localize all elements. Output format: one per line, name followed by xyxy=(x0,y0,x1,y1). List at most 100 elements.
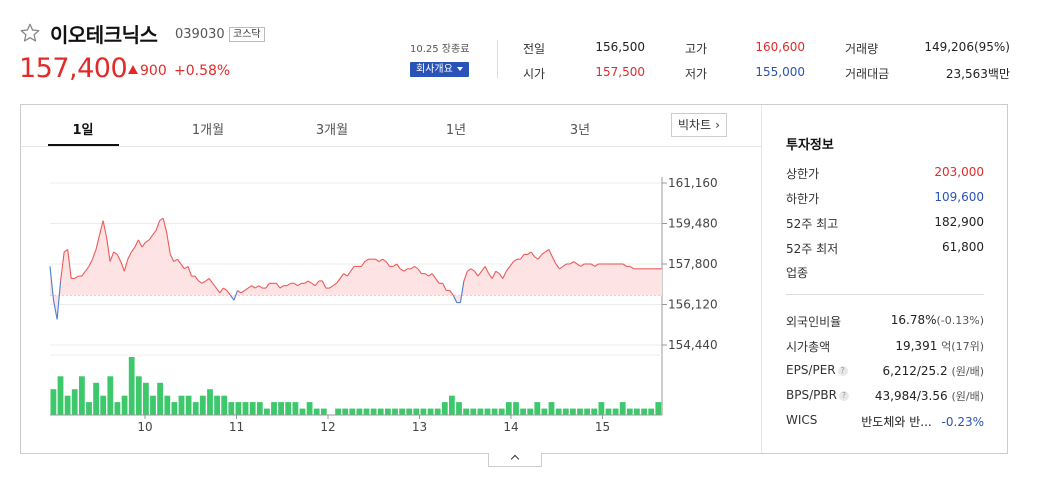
volume-bar xyxy=(377,408,384,415)
volume-bar xyxy=(299,408,306,415)
volume-bar xyxy=(413,408,420,415)
price-line-segment xyxy=(134,239,139,248)
collapse-toggle[interactable] xyxy=(488,453,542,467)
price-line-segment xyxy=(403,268,408,272)
volume-bar xyxy=(505,402,512,415)
price-line-segment xyxy=(56,280,62,320)
volume-bar xyxy=(79,376,85,415)
volume-bar xyxy=(50,389,57,415)
volume-bar xyxy=(498,408,505,415)
volume-bar xyxy=(406,408,413,415)
price-line-segment xyxy=(467,268,472,272)
help-icon[interactable]: ? xyxy=(838,391,849,401)
price-line-segment xyxy=(98,220,104,236)
volume-label: 거래량 xyxy=(845,42,879,56)
price-line-segment xyxy=(212,282,217,289)
price-line-segment xyxy=(321,280,327,289)
price-line-segment xyxy=(594,263,599,267)
high-label: 고가 xyxy=(685,42,708,56)
price-line-segment xyxy=(155,220,161,231)
volume-bar xyxy=(570,408,576,415)
price-line-segment xyxy=(304,280,309,284)
price-line-segment xyxy=(81,270,86,277)
price-line-segment xyxy=(145,239,150,243)
volume-bar xyxy=(641,408,647,415)
price-line-segment xyxy=(240,290,245,294)
volume-bar xyxy=(285,402,292,415)
price-line-segment xyxy=(251,285,256,289)
volume-bar xyxy=(449,395,455,415)
foreign-ratio-label: 외국인비율 xyxy=(786,315,842,329)
price-line-segment xyxy=(396,263,401,270)
price-line-segment xyxy=(120,261,125,272)
bps-pbr-unit: (원/배) xyxy=(951,390,984,403)
big-chart-button[interactable]: 빅차트 › xyxy=(671,113,727,137)
price-line-segment xyxy=(52,300,58,320)
price-area xyxy=(50,218,662,320)
price-line-segment xyxy=(385,261,391,267)
tab-3month[interactable]: 3개월 xyxy=(315,123,349,138)
volume-bar xyxy=(306,402,313,415)
tab-1month[interactable]: 1개월 xyxy=(191,123,225,138)
stock-name: 이오테크닉스 xyxy=(50,23,158,47)
tab-1year[interactable]: 1년 xyxy=(445,123,467,138)
volume-bar xyxy=(242,402,249,415)
price-line-segment xyxy=(123,259,129,272)
high-52w-value: 182,900 xyxy=(934,215,984,229)
price-line-segment xyxy=(258,285,263,289)
price-line-segment xyxy=(339,273,345,279)
wics-value[interactable]: 반도체와 반... xyxy=(861,415,932,429)
divider xyxy=(497,40,498,78)
x-tick-label: 10 xyxy=(137,420,152,434)
favorite-star-icon[interactable] xyxy=(19,22,41,44)
help-icon[interactable]: ? xyxy=(837,366,848,376)
price-line-segment xyxy=(141,241,146,248)
volume-bar xyxy=(292,402,299,415)
price-line-segment xyxy=(222,287,228,291)
price-line-segment xyxy=(382,258,387,263)
price-line-segment xyxy=(449,290,454,296)
low-value: 155,000 xyxy=(755,65,805,79)
up-arrow-icon xyxy=(128,65,138,74)
company-overview-button[interactable]: 회사개요 xyxy=(410,62,469,77)
x-tick-label: 14 xyxy=(503,420,518,434)
volume-bar xyxy=(491,408,498,415)
price-line-segment xyxy=(219,287,224,294)
price-line-segment xyxy=(314,280,320,287)
price-line-segment xyxy=(375,258,380,263)
amount-label: 거래대금 xyxy=(845,67,890,81)
price-change-value: 900 xyxy=(140,63,167,79)
tab-1day[interactable]: 1일 xyxy=(72,123,94,138)
volume-bar xyxy=(605,408,612,415)
price-line-segment xyxy=(286,282,291,287)
price-line-segment xyxy=(520,254,525,260)
active-tab-underline xyxy=(48,144,119,146)
price-change: 900 xyxy=(128,63,167,79)
wics-label: WICS xyxy=(786,413,818,427)
price-line-segment xyxy=(84,266,90,272)
volume-bar xyxy=(562,408,569,415)
price-change-rate: +0.58% xyxy=(174,63,231,79)
chart-panel: 1일 1개월 3개월 1년 3년 빅차트 › 161,160 159,480 157,… xyxy=(20,104,1008,454)
volume-bar xyxy=(648,408,655,415)
volume-bar xyxy=(135,376,142,415)
eps-per-unit: (원/배) xyxy=(951,365,984,378)
price-line-segment xyxy=(102,220,108,238)
price-line-segment xyxy=(537,254,543,260)
price-line-segment xyxy=(254,285,260,289)
price-line-segment xyxy=(509,261,514,267)
big-chart-label: 빅차트 xyxy=(678,118,712,132)
price-line-segment xyxy=(63,249,69,253)
price-line-segment xyxy=(247,285,252,289)
price-line-segment xyxy=(152,229,157,236)
volume-bar xyxy=(349,408,356,415)
tab-3year[interactable]: 3년 xyxy=(569,123,591,138)
volume-bar xyxy=(335,408,341,415)
stock-code: 039030 xyxy=(175,27,225,42)
volume-bar xyxy=(143,382,149,415)
price-line-segment xyxy=(350,266,355,272)
low-label: 저가 xyxy=(685,67,708,81)
price-line-segment xyxy=(194,275,200,282)
price-line-segment xyxy=(527,251,532,255)
volume-bar xyxy=(178,395,185,415)
